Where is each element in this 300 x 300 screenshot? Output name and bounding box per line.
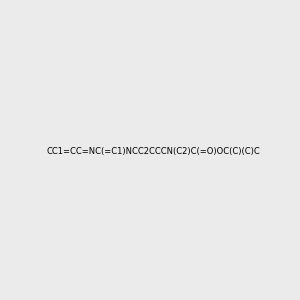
Text: CC1=CC=NC(=C1)NCC2CCCN(C2)C(=O)OC(C)(C)C: CC1=CC=NC(=C1)NCC2CCCN(C2)C(=O)OC(C)(C)C [47,147,261,156]
